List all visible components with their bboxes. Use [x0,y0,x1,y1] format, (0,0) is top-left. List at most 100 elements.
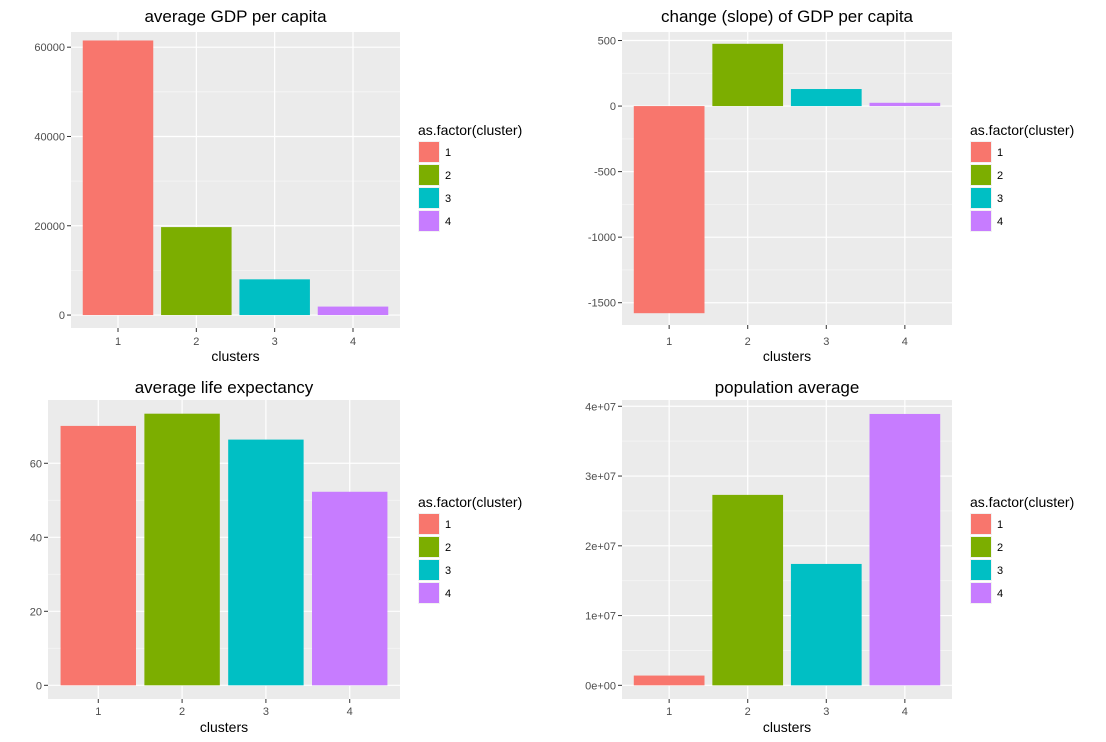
y-tick-label: 60000 [34,42,65,54]
chart-title: population average [715,378,860,397]
legend-swatch-4 [419,583,439,603]
y-tick-label: -1000 [588,232,616,244]
x-tick-label: 3 [823,706,829,718]
y-tick-label: -500 [594,167,616,179]
bar-cluster-2 [161,227,232,316]
x-tick-label: 1 [95,706,101,718]
x-tick-label: 3 [263,706,269,718]
chart-panel-4: 0e+00 1e+07 2e+07 3e+07 4e+07 1 2 3 4 population … [585,378,1074,735]
y-tick-label: 60 [30,458,42,470]
legend-title: as.factor(cluster) [418,494,522,510]
y-tick-label: 4e+07 [585,401,616,413]
y-tick-label: 0 [59,310,65,322]
bar-cluster-4 [869,102,941,107]
legend-swatch-1 [971,514,991,534]
legend-swatch-2 [971,165,991,185]
x-axis-title: clusters [200,719,248,735]
legend: as.factor(cluster) 1 2 3 4 [970,122,1074,232]
bar-cluster-2 [144,413,220,686]
legend: as.factor(cluster) 1 2 3 4 [970,494,1074,604]
bar-cluster-3 [790,89,862,107]
legend-title: as.factor(cluster) [970,494,1074,510]
legend-label-4: 4 [997,588,1003,600]
chart-title: average GDP per capita [144,7,327,26]
legend-label-1: 1 [997,147,1003,159]
y-tick-label: 40000 [34,131,65,143]
legend-label-1: 1 [445,519,451,531]
legend-swatch-3 [971,560,991,580]
x-axis-title: clusters [763,348,811,364]
legend-label-1: 1 [997,519,1003,531]
legend-swatch-1 [419,514,439,534]
x-axis-title: clusters [211,348,259,364]
legend-swatch-3 [419,560,439,580]
legend-swatch-4 [971,211,991,231]
bar-cluster-2 [712,43,784,107]
x-tick-label: 4 [347,706,353,718]
x-tick-label: 2 [745,336,751,348]
legend-label-2: 2 [445,170,451,182]
y-tick-label: 20000 [34,221,65,233]
x-tick-label: 4 [902,706,908,718]
x-tick-label: 3 [272,336,278,348]
bar-cluster-1 [633,675,705,686]
bar-cluster-4 [312,491,388,686]
x-tick-label: 1 [115,336,121,348]
bar-cluster-1 [60,425,137,686]
x-tick-label: 2 [745,706,751,718]
y-tick-label: 0 [36,680,42,692]
y-tick-label: 0 [610,101,616,113]
legend-label-3: 3 [445,565,451,577]
chart-title: average life expectancy [135,378,314,397]
legend-swatch-4 [971,583,991,603]
legend-swatch-2 [971,537,991,557]
legend-label-2: 2 [445,542,451,554]
y-tick-label: 1e+07 [585,611,616,623]
legend-label-4: 4 [997,216,1003,228]
x-tick-label: 1 [666,336,672,348]
legend-title: as.factor(cluster) [970,122,1074,138]
chart-panel-1: 0 20000 40000 60000 1 2 3 4 average GDP per capi… [34,7,522,364]
chart-title: change (slope) of GDP per capita [661,7,914,26]
legend-label-3: 3 [445,193,451,205]
legend-title: as.factor(cluster) [418,122,522,138]
legend-label-3: 3 [997,193,1003,205]
legend-swatch-4 [419,211,439,231]
x-tick-label: 2 [179,706,185,718]
legend: as.factor(cluster) 1 2 3 4 [418,494,522,604]
bar-cluster-3 [228,439,304,686]
x-tick-label: 1 [666,706,672,718]
bar-cluster-4 [869,413,941,686]
bar-cluster-3 [790,563,862,686]
legend-swatch-3 [971,188,991,208]
legend: as.factor(cluster) 1 2 3 4 [418,122,522,232]
legend-label-1: 1 [445,147,451,159]
bar-cluster-1 [633,106,705,314]
y-tick-label: 20 [30,606,42,618]
legend-swatch-1 [419,142,439,162]
y-tick-label: 0e+00 [585,680,616,692]
legend-label-2: 2 [997,542,1003,554]
y-tick-label: 40 [30,532,42,544]
chart-panel-2: -1500 -1000 -500 0 500 1 2 3 4 change (slope) of … [588,7,1074,364]
legend-swatch-1 [971,142,991,162]
bar-cluster-3 [239,279,310,316]
x-tick-label: 4 [350,336,356,348]
y-tick-label: 2e+07 [585,541,616,553]
chart-panel-3: 0 20 40 60 1 2 3 4 average life expectancy cluste… [30,378,523,735]
x-axis-title: clusters [763,719,811,735]
legend-swatch-2 [419,165,439,185]
legend-swatch-2 [419,537,439,557]
legend-label-2: 2 [997,170,1003,182]
x-tick-label: 4 [902,336,908,348]
bar-cluster-4 [317,306,389,316]
legend-label-3: 3 [997,565,1003,577]
y-tick-label: 500 [598,36,616,48]
bar-cluster-1 [82,40,154,316]
y-tick-label: 3e+07 [585,471,616,483]
legend-label-4: 4 [445,588,451,600]
legend-label-4: 4 [445,216,451,228]
legend-swatch-3 [419,188,439,208]
x-tick-label: 2 [193,336,199,348]
